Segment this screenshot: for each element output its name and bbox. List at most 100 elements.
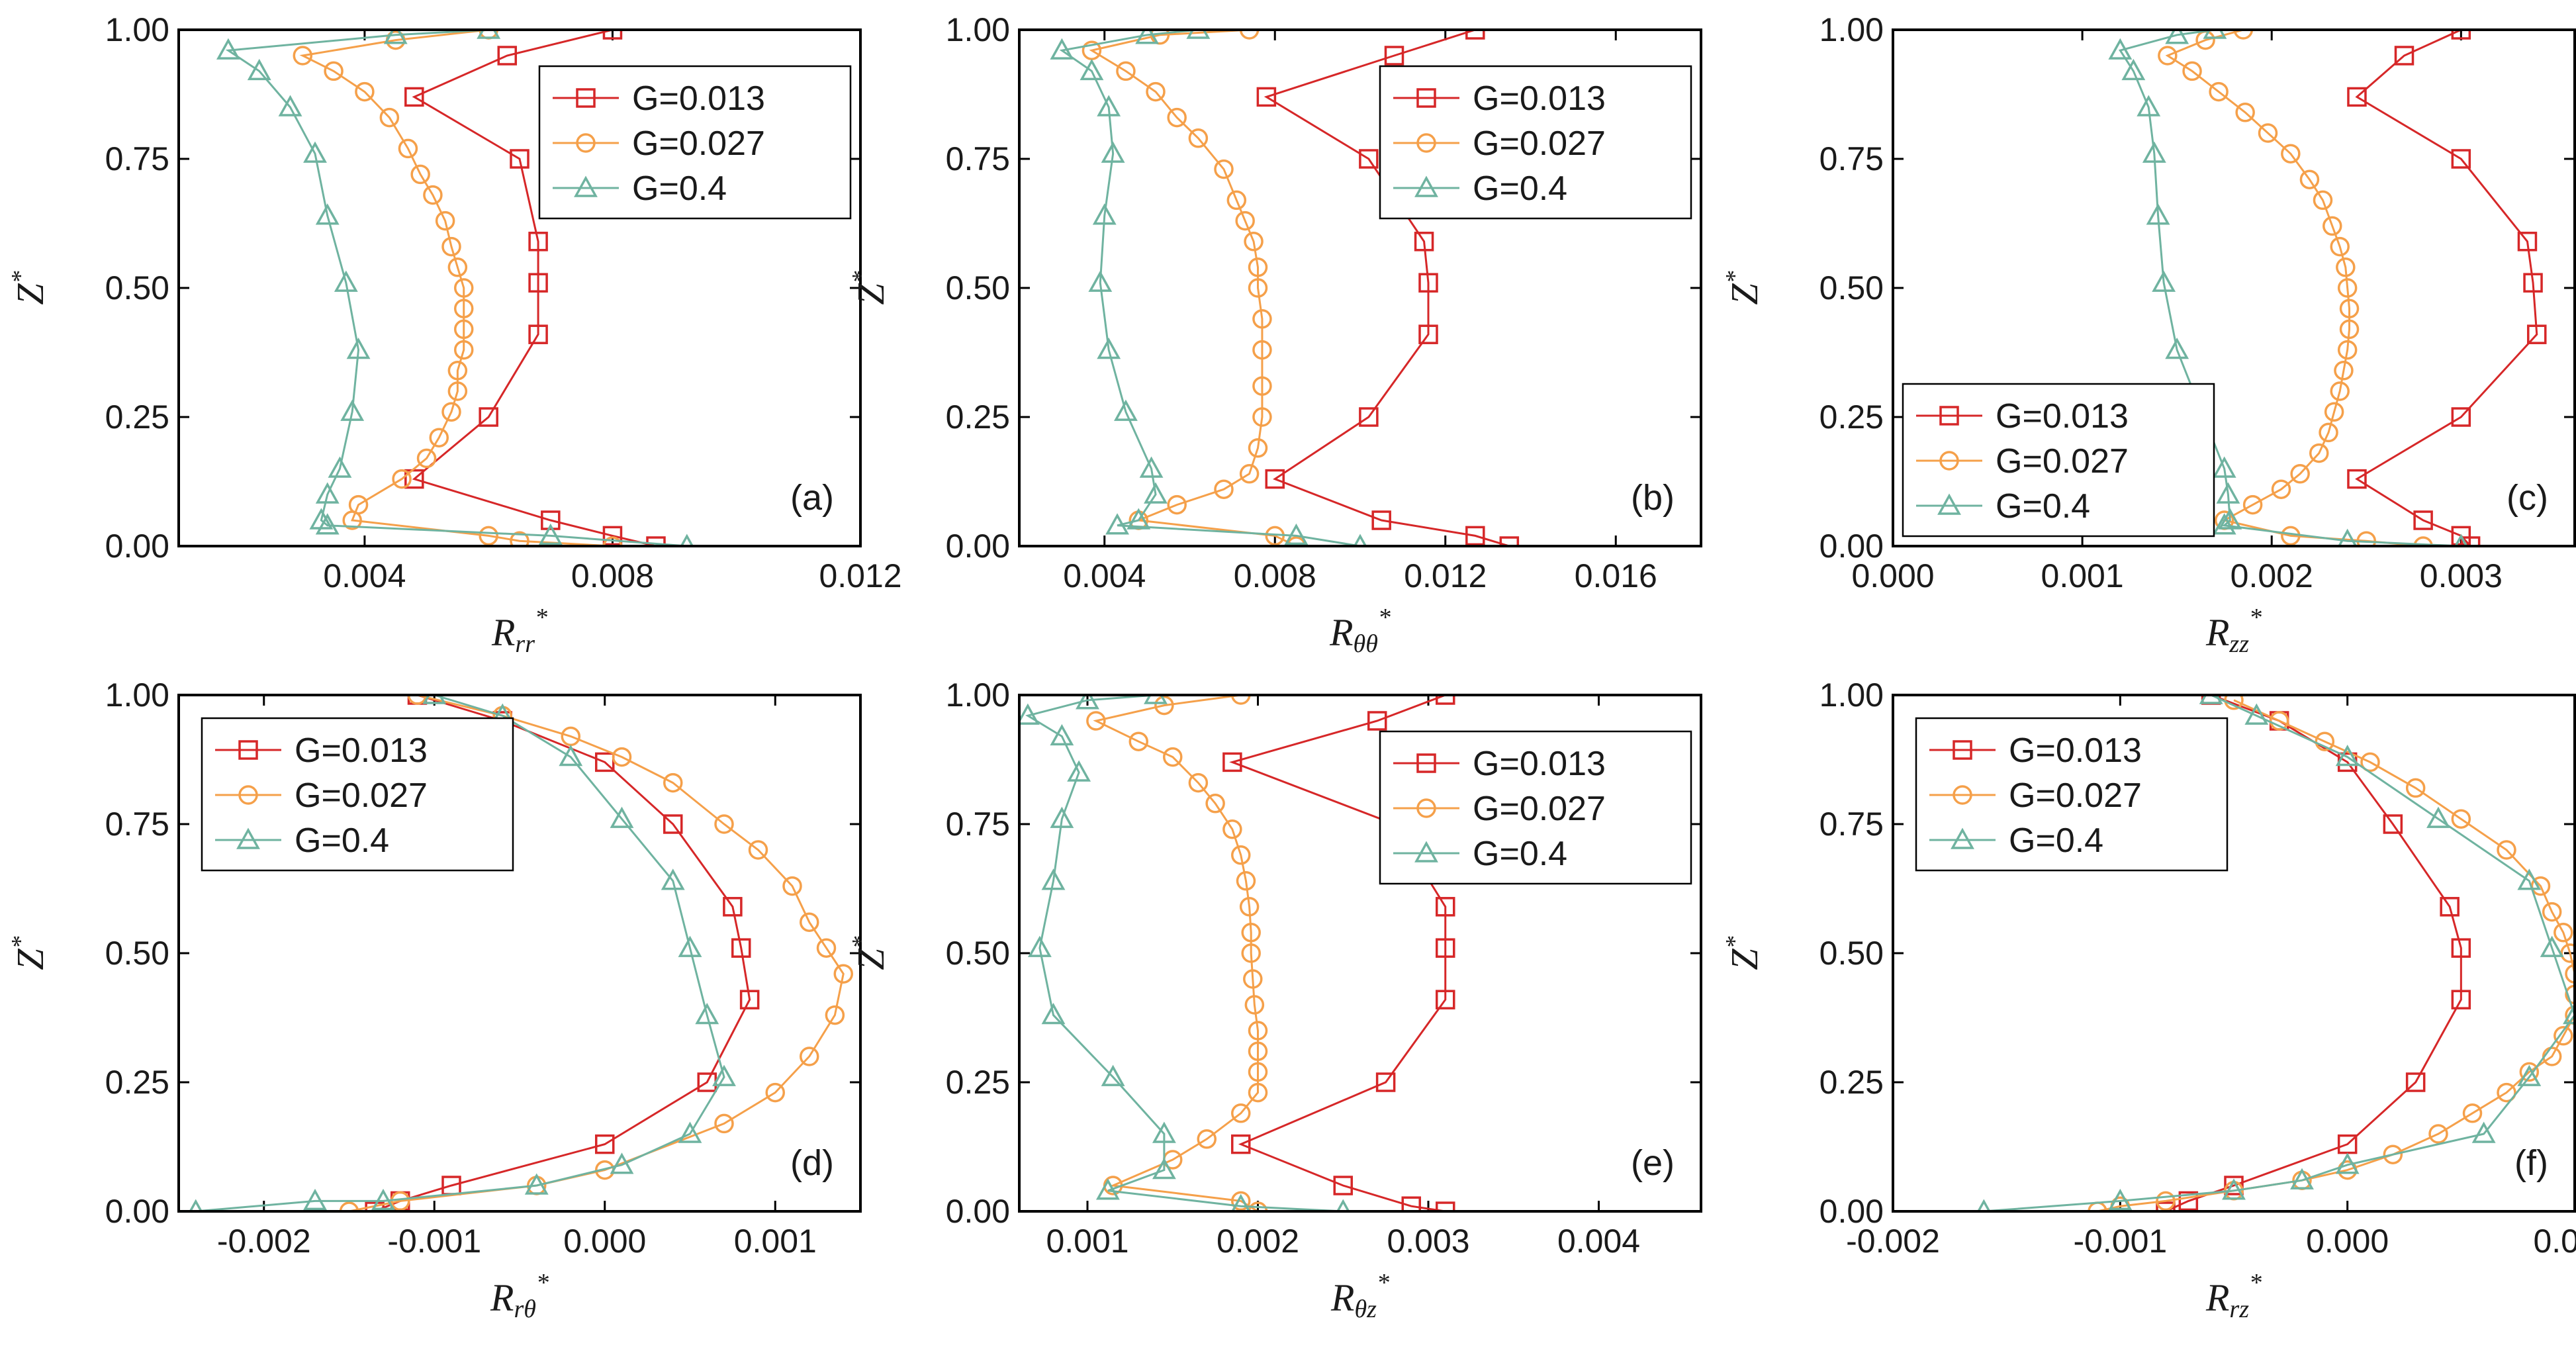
y-tick-label: 0.00 <box>105 528 169 565</box>
data-point <box>410 164 430 185</box>
data-point <box>371 1188 395 1211</box>
legend-marker <box>1416 133 1436 153</box>
y-tick-label: 1.00 <box>105 11 169 48</box>
data-point <box>447 381 468 401</box>
data-point <box>1367 711 1387 731</box>
legend-marker <box>238 785 258 805</box>
data-point <box>723 897 743 917</box>
x-tick-label: 0.008 <box>1234 557 1316 594</box>
data-point <box>479 407 498 427</box>
data-point <box>453 299 474 318</box>
x-tick-label: 0.002 <box>1217 1223 1299 1260</box>
data-point <box>1114 399 1138 421</box>
data-point <box>2335 1152 2360 1174</box>
data-point <box>453 278 474 298</box>
data-point <box>404 469 424 489</box>
series-line-3 <box>1984 695 2575 1211</box>
x-tick-label: 0.000 <box>2306 1223 2389 1260</box>
y-axis-title: Z* <box>847 271 892 304</box>
data-point <box>714 1113 734 1134</box>
data-point <box>1239 897 1260 917</box>
data-point <box>453 319 474 340</box>
data-point <box>2218 508 2242 530</box>
data-point <box>1041 1003 1066 1025</box>
data-point <box>1095 1178 1120 1200</box>
data-point <box>1214 159 1234 179</box>
data-point <box>1499 536 1520 546</box>
data-point <box>1243 969 1263 989</box>
legend-marker <box>1414 841 1438 862</box>
data-point <box>2339 299 2360 318</box>
data-point <box>1050 723 1074 746</box>
data-point <box>1197 1129 1217 1149</box>
data-point <box>2426 806 2450 828</box>
data-point <box>2281 144 2301 163</box>
y-tick-label: 0.00 <box>1819 528 1884 565</box>
data-point <box>2405 778 2426 798</box>
legend-marker <box>1953 740 1972 760</box>
plot-area <box>189 695 853 1211</box>
data-point <box>2209 81 2229 102</box>
data-point <box>731 938 751 958</box>
legend-marker <box>576 133 596 153</box>
x-axis-title: Rrθ* <box>490 1269 549 1323</box>
legend: G=0.013 G=0.027 G=0.4 <box>1379 65 1692 220</box>
data-point <box>441 402 461 422</box>
data-point <box>303 141 327 163</box>
legend-label: G=0.013 <box>2009 731 2142 770</box>
data-point <box>2519 1062 2540 1082</box>
y-tick-label: 0.25 <box>105 398 169 436</box>
data-point <box>2165 338 2189 359</box>
data-point <box>782 876 802 896</box>
data-point <box>695 1003 719 1025</box>
data-point <box>1252 407 1272 427</box>
series-line-1 <box>2355 30 2538 546</box>
data-point <box>595 752 615 772</box>
data-point <box>1465 526 1485 546</box>
legend: G=0.013 G=0.027 G=0.4 <box>538 65 852 220</box>
chart-panel-6: -0.002 -0.001 0.000 0.001 0.00 0.25 0.50 0.75 1.… <box>1721 676 2576 1323</box>
data-point <box>1231 1134 1251 1154</box>
legend-marker <box>576 88 596 108</box>
x-tick-label: 0.000 <box>563 1223 646 1260</box>
data-point <box>1231 695 1251 705</box>
plot-frame <box>1892 28 2576 547</box>
data-point <box>2146 203 2170 225</box>
data-point <box>2497 1082 2516 1103</box>
data-point <box>2269 711 2289 731</box>
x-tick-label: 0.001 <box>734 1223 817 1260</box>
data-point <box>748 840 768 860</box>
data-point <box>2553 923 2573 943</box>
legend-marker <box>1937 493 1961 515</box>
legend-label: G=0.4 <box>632 169 727 208</box>
data-point <box>1284 523 1309 545</box>
data-point <box>324 61 344 81</box>
legend-label: G=0.027 <box>1996 442 2129 481</box>
panel-label: (d) <box>790 1143 834 1183</box>
legend-marker <box>1414 175 1438 197</box>
x-tick-label: 0.001 <box>2533 1223 2576 1260</box>
y-tick-label: 0.50 <box>946 269 1010 306</box>
series-line-1 <box>412 30 657 546</box>
data-point <box>309 508 334 530</box>
data-point <box>510 531 529 546</box>
x-tick-label: 0.003 <box>2420 557 2503 594</box>
data-point <box>2565 984 2575 1005</box>
data-point <box>2451 30 2471 40</box>
y-tick-label: 0.00 <box>105 1193 169 1230</box>
data-point <box>2497 840 2516 860</box>
data-point <box>2158 46 2178 66</box>
data-point <box>416 448 437 469</box>
y-axis-title: Z* <box>7 271 52 304</box>
data-point <box>1116 61 1136 81</box>
plot-frame <box>177 28 862 547</box>
data-point <box>1375 1072 1396 1092</box>
y-tick-label: 0.75 <box>105 140 169 177</box>
y-tick-label: 0.00 <box>1819 1193 1884 1230</box>
y-tick-label: 0.75 <box>946 140 1010 177</box>
data-point <box>1222 819 1242 839</box>
y-tick-label: 1.00 <box>946 11 1010 48</box>
y-tick-label: 0.75 <box>1819 140 1884 177</box>
data-point <box>355 81 375 102</box>
x-tick-label: 0.002 <box>2231 557 2313 594</box>
